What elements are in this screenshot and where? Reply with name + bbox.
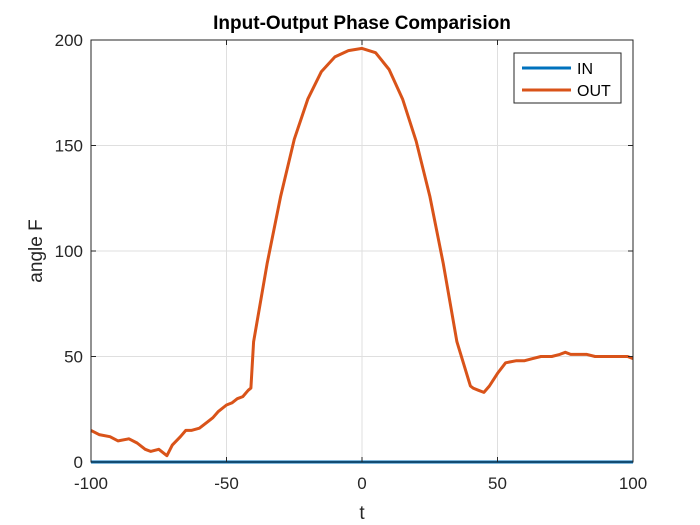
- y-tick-label: 100: [55, 242, 83, 261]
- x-tick-label: 100: [619, 474, 647, 493]
- legend-box: [513, 52, 622, 104]
- legend: IN OUT: [513, 52, 622, 104]
- chart-title: Input-Output Phase Comparision: [213, 13, 511, 34]
- series-line-out: [90, 46, 634, 458]
- x-tick-label: 50: [488, 474, 507, 493]
- legend-label-out: OUT: [577, 83, 611, 100]
- x-tick-label: -50: [214, 474, 239, 493]
- y-axis-label: angle F: [26, 219, 47, 282]
- legend-label-in: IN: [577, 61, 593, 78]
- y-tick-label: 200: [55, 31, 83, 50]
- ticks: -100 -50 0 50 100 0 50 100 150 200: [55, 31, 648, 493]
- y-tick-label: 150: [55, 137, 83, 156]
- x-axis-label: t: [359, 503, 365, 524]
- y-tick-label: 0: [74, 453, 83, 472]
- x-tick-label: -100: [74, 474, 108, 493]
- x-tick-label: 0: [357, 474, 366, 493]
- y-tick-label: 50: [64, 348, 83, 367]
